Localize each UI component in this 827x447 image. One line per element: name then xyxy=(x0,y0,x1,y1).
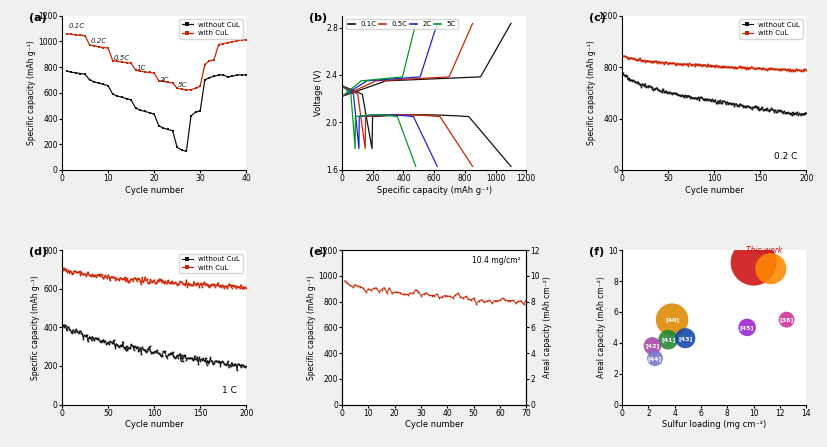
Text: (f): (f) xyxy=(589,247,605,257)
X-axis label: Cycle number: Cycle number xyxy=(404,421,464,430)
Text: 0.2 C: 0.2 C xyxy=(774,152,797,161)
Text: (e): (e) xyxy=(309,247,327,257)
Point xyxy=(679,335,692,342)
Legend: without CuL, with CuL: without CuL, with CuL xyxy=(179,254,243,273)
Text: (d): (d) xyxy=(29,247,47,257)
Text: 10.4 mg/cm²: 10.4 mg/cm² xyxy=(472,257,521,266)
Legend: 0.1C, 0.5C, 2C, 5C: 0.1C, 0.5C, 2C, 5C xyxy=(346,19,458,30)
Y-axis label: Voltage (V): Voltage (V) xyxy=(314,70,323,116)
Y-axis label: Areal capacity (mAh cm⁻²): Areal capacity (mAh cm⁻²) xyxy=(543,277,552,378)
Point xyxy=(780,316,793,323)
Text: [41]: [41] xyxy=(661,337,676,342)
Y-axis label: Specific capacity (mAh g⁻¹): Specific capacity (mAh g⁻¹) xyxy=(587,40,596,145)
Y-axis label: Specific capacity (mAh g⁻¹): Specific capacity (mAh g⁻¹) xyxy=(31,275,41,380)
Text: (a): (a) xyxy=(29,13,46,22)
Point xyxy=(740,324,753,331)
X-axis label: Sulfur loading (mg cm⁻²): Sulfur loading (mg cm⁻²) xyxy=(662,421,767,430)
Y-axis label: Specific capacity (mAh g⁻¹): Specific capacity (mAh g⁻¹) xyxy=(26,40,36,145)
Text: [43]: [43] xyxy=(678,336,692,341)
Text: 1 C: 1 C xyxy=(222,386,237,395)
Point xyxy=(747,259,760,266)
Text: [42]: [42] xyxy=(645,343,659,348)
Text: [45]: [45] xyxy=(740,325,754,330)
Text: 0.1C: 0.1C xyxy=(69,22,85,29)
Point xyxy=(648,354,662,362)
Text: [38]: [38] xyxy=(780,317,794,322)
Text: 2C: 2C xyxy=(160,76,169,83)
X-axis label: Cycle number: Cycle number xyxy=(125,186,184,195)
X-axis label: Specific capacity (mAh g⁻¹): Specific capacity (mAh g⁻¹) xyxy=(376,186,492,195)
Legend: without CuL, with CuL: without CuL, with CuL xyxy=(739,19,803,39)
Text: 0.5C: 0.5C xyxy=(113,55,130,61)
Point xyxy=(662,336,675,343)
Point xyxy=(666,316,679,323)
Text: 5C: 5C xyxy=(178,82,188,89)
Text: 0.2C: 0.2C xyxy=(91,38,107,44)
Text: [44]: [44] xyxy=(648,356,662,361)
X-axis label: Cycle number: Cycle number xyxy=(125,421,184,430)
Text: (c): (c) xyxy=(589,13,606,22)
Text: This work: This work xyxy=(746,246,782,255)
X-axis label: Cycle number: Cycle number xyxy=(685,186,743,195)
Text: [40]: [40] xyxy=(665,317,679,322)
Point xyxy=(646,342,659,350)
Text: (b): (b) xyxy=(309,13,327,22)
Y-axis label: Specific capacity (mAh g⁻¹): Specific capacity (mAh g⁻¹) xyxy=(307,275,316,380)
Legend: without CuL, with CuL: without CuL, with CuL xyxy=(179,19,243,39)
Point xyxy=(764,265,777,272)
Y-axis label: Areal capacity (mAh cm⁻²): Areal capacity (mAh cm⁻²) xyxy=(596,277,605,378)
Text: 1C: 1C xyxy=(136,65,146,71)
